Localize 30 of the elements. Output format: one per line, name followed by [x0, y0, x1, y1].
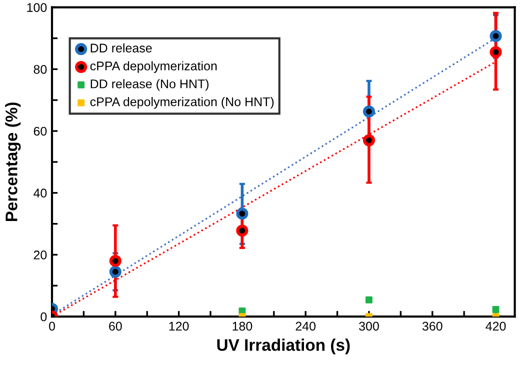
legend-label: DD release (No HNT) [90, 79, 209, 91]
x-tick-label: 120 [169, 322, 189, 331]
legend-label: cPPA depolymerization [90, 61, 217, 73]
point [236, 224, 248, 237]
x-tick-label: 420 [486, 322, 506, 331]
point [492, 306, 500, 313]
legend-label: cPPA depolymerization (No HNT) [90, 97, 274, 109]
point [109, 266, 122, 278]
y-axis-title: Percentage (%) [5, 102, 21, 222]
y-tick-label: 60 [34, 126, 47, 136]
point [236, 208, 248, 220]
x-tick-label: 60 [109, 322, 122, 331]
x-tick-label: 180 [232, 322, 252, 331]
point [490, 46, 502, 58]
y-tick-label: 20 [34, 250, 47, 260]
x-tick-label: 360 [422, 322, 442, 331]
point [362, 134, 376, 146]
x-axis-title: UV Irradiation (s) [217, 338, 350, 354]
x-tick-label: 0 [49, 322, 55, 331]
point [362, 106, 376, 118]
y-tick-label: 80 [34, 64, 47, 74]
x-tick-label: 240 [296, 322, 316, 331]
x-tick-label: 300 [359, 322, 379, 331]
legend-label: DD release [90, 43, 152, 52]
point [109, 254, 122, 267]
point [490, 30, 502, 42]
y-tick-label: 100 [27, 3, 47, 12]
y-tick-label: 0 [40, 312, 47, 322]
point [366, 296, 372, 304]
y-tick-label: 40 [34, 188, 47, 198]
